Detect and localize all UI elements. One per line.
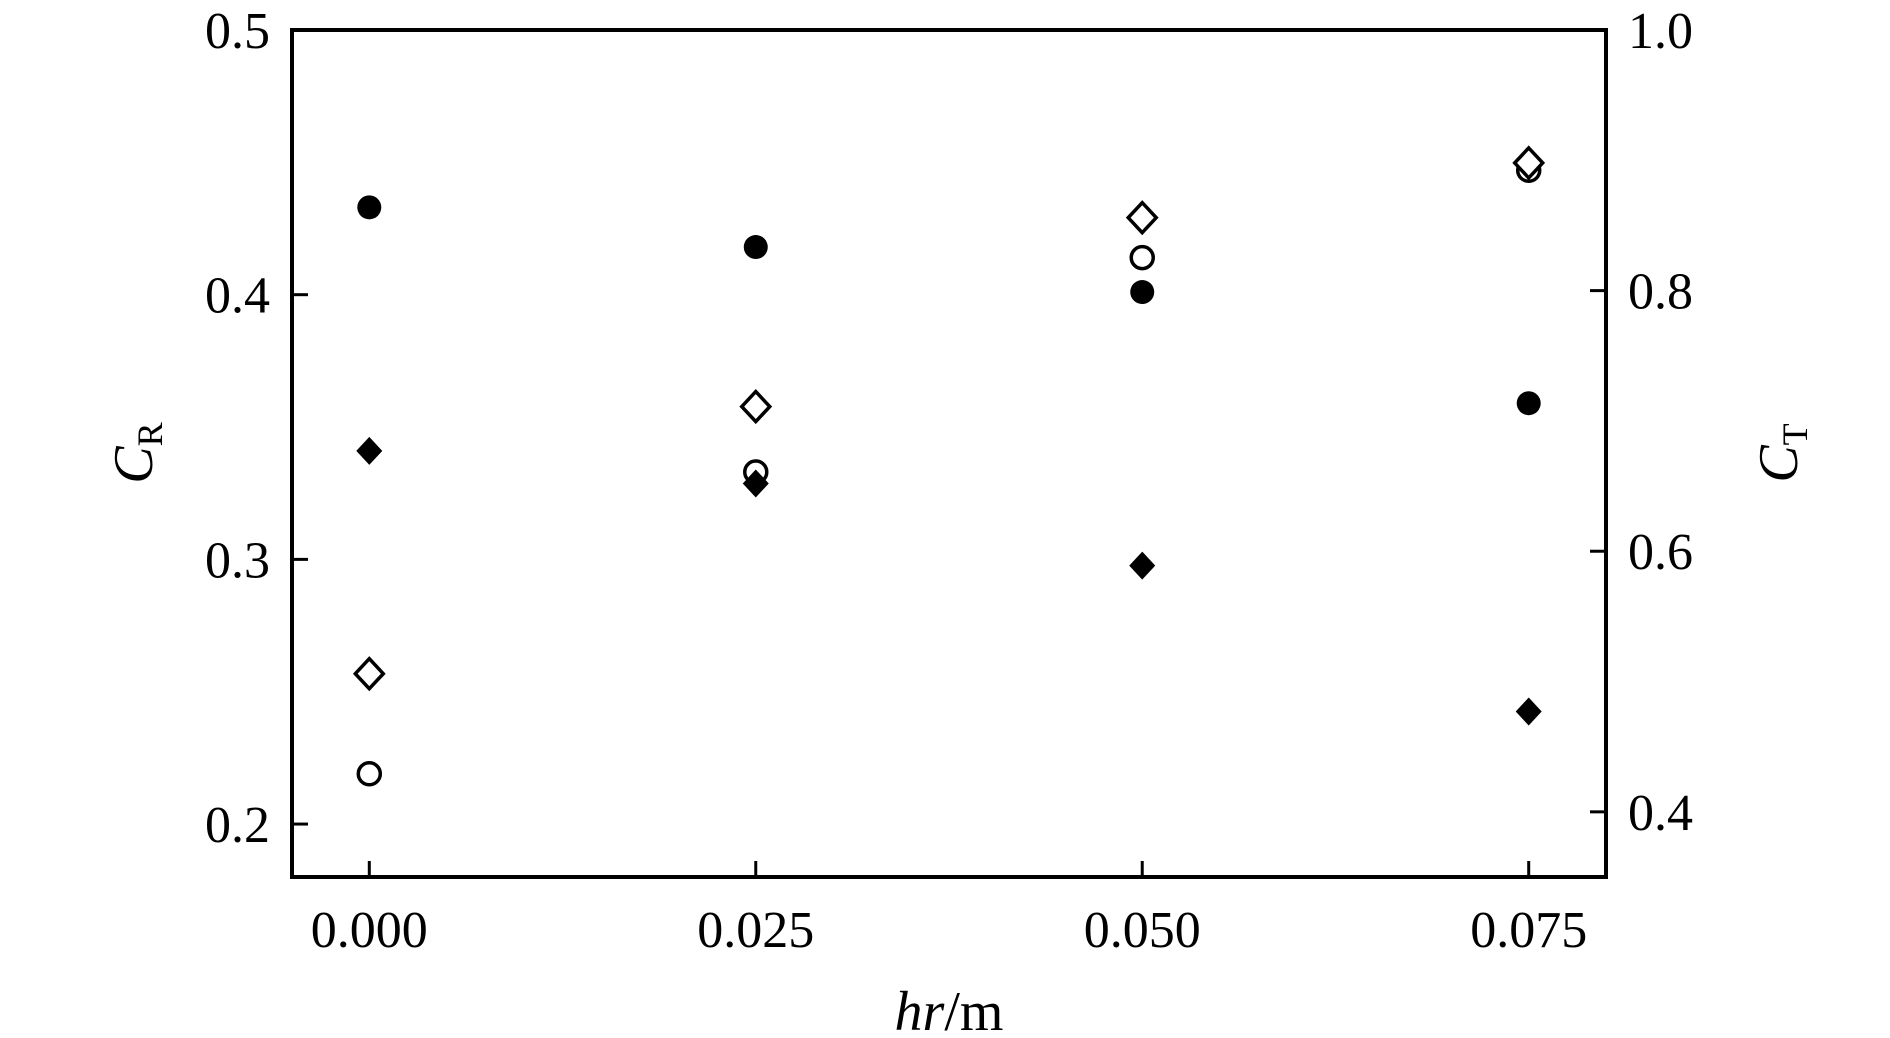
x-tick-label: 0.050 bbox=[1084, 902, 1201, 959]
right-y-tick-label: 0.4 bbox=[1628, 785, 1693, 842]
left-y-axis-ticks: 0.2 0.3 0.4 0.5 bbox=[205, 3, 308, 854]
left-y-tick-label: 0.2 bbox=[205, 797, 270, 854]
right-y-axis-ticks: 0.4 0.6 0.8 1.0 bbox=[1590, 3, 1693, 842]
plot-frame bbox=[290, 28, 1608, 879]
data-points bbox=[352, 145, 1546, 787]
diamond-open-point bbox=[1125, 200, 1159, 236]
circle-filled-point bbox=[1130, 280, 1155, 305]
circle-filled-point bbox=[357, 195, 382, 220]
right-y-tick-label: 0.6 bbox=[1628, 524, 1693, 581]
diamond-filled-point bbox=[742, 469, 769, 498]
circle-filled-point bbox=[1516, 391, 1541, 416]
right-y-tick-label: 1.0 bbox=[1628, 3, 1693, 60]
x-axis-ticks: 0.000 0.025 0.050 0.075 bbox=[311, 861, 1587, 959]
x-tick-label: 0.000 bbox=[311, 902, 428, 959]
right-y-tick-label: 0.8 bbox=[1628, 264, 1693, 321]
left-y-tick-label: 0.5 bbox=[205, 3, 270, 60]
diamond-open-point bbox=[739, 389, 773, 425]
circle-open-point bbox=[1129, 244, 1155, 271]
diamond-filled-point bbox=[1129, 551, 1156, 580]
left-y-tick-label: 0.3 bbox=[205, 532, 270, 589]
x-tick-label: 0.075 bbox=[1470, 902, 1587, 959]
left-y-tick-label: 0.4 bbox=[205, 268, 270, 325]
circle-open-point bbox=[356, 761, 383, 787]
diamond-open-point bbox=[352, 656, 386, 692]
right-y-axis-title: CT bbox=[1748, 423, 1815, 482]
left-y-axis-title: CR bbox=[103, 422, 170, 483]
diamond-filled-point bbox=[356, 436, 383, 465]
diamond-open-point bbox=[1512, 145, 1546, 181]
x-tick-label: 0.025 bbox=[697, 902, 814, 959]
diamond-filled-point bbox=[1515, 697, 1542, 726]
x-axis-title: hr/m bbox=[895, 981, 1004, 1038]
circle-filled-point bbox=[743, 235, 768, 260]
